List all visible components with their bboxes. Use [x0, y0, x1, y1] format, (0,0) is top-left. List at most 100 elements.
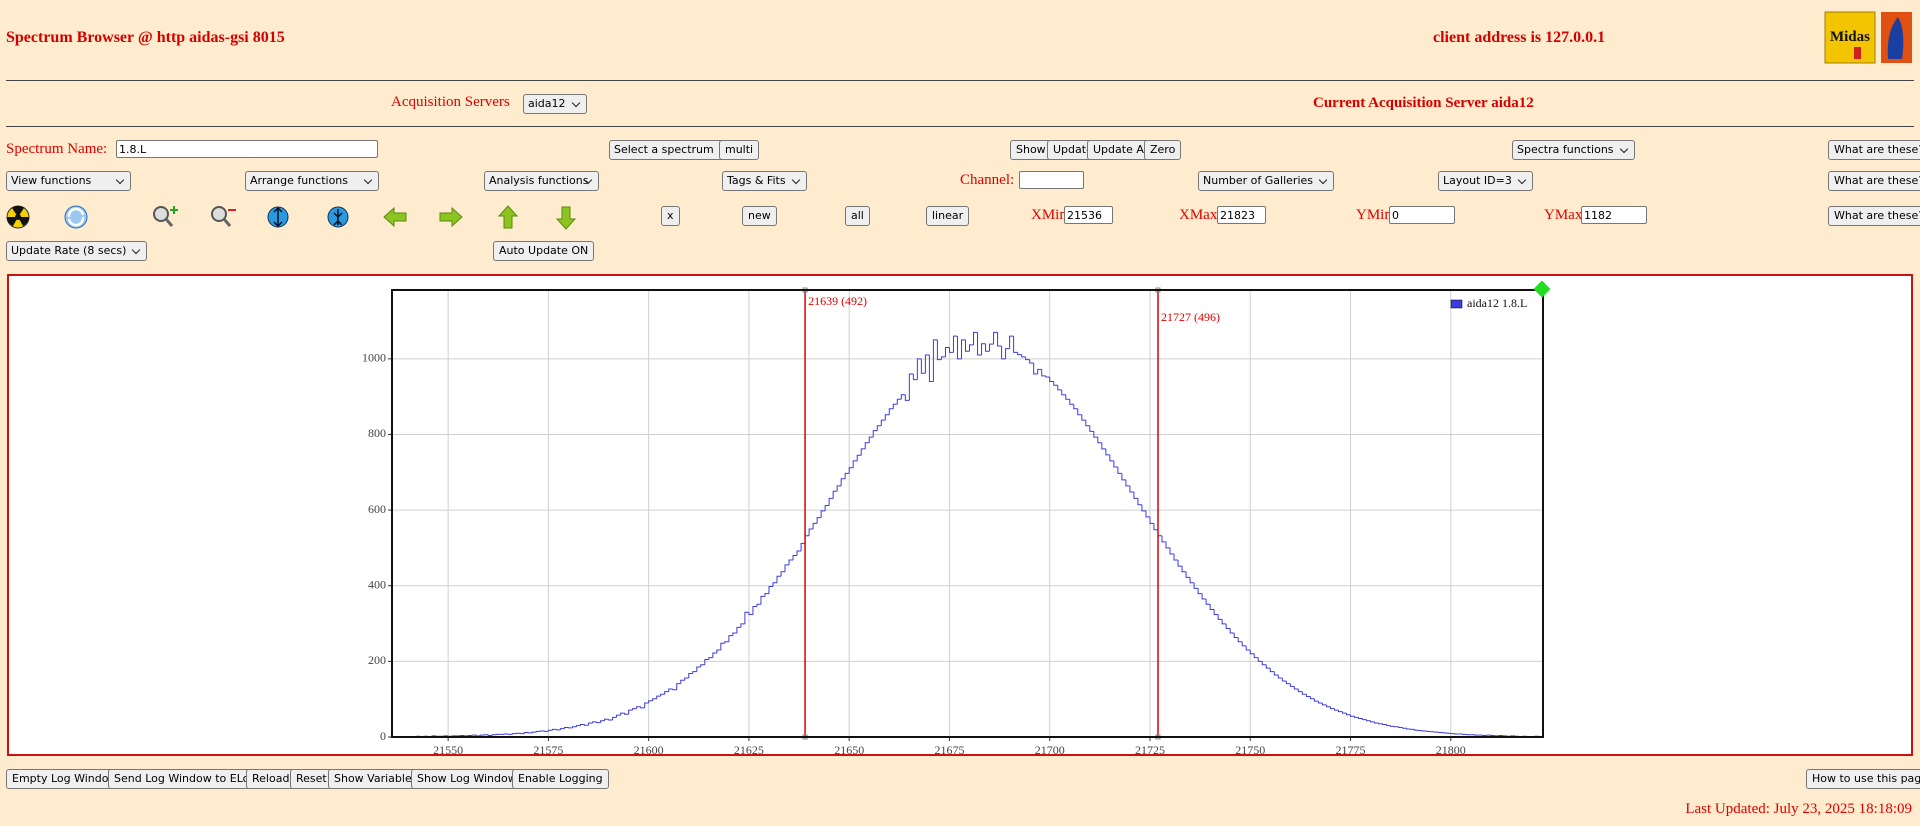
footer-button[interactable]: How to use this page [1806, 769, 1920, 789]
histogram-bin [1402, 727, 1407, 729]
x-button[interactable]: x [661, 206, 680, 226]
histogram-bin [752, 606, 757, 615]
shrink-y-icon[interactable] [327, 206, 349, 228]
logo-text: Midas [1830, 29, 1870, 45]
histogram-bin [1269, 668, 1275, 673]
footer-button[interactable]: Reset [290, 769, 333, 789]
histogram-bin [684, 677, 689, 681]
update-all-button[interactable]: Update All [1087, 140, 1156, 160]
linear-button[interactable]: linear [926, 206, 970, 226]
histogram-bin [636, 706, 641, 709]
histogram-bin [928, 355, 934, 383]
update-rate-select[interactable]: Update Rate (8 secs) [6, 241, 148, 261]
histogram-bin [1390, 725, 1395, 727]
footer-button[interactable]: Show Log Window [411, 769, 523, 789]
histogram-bin [1317, 701, 1323, 704]
histogram-bin [764, 593, 769, 597]
histogram-bin [1141, 504, 1146, 512]
zoom-in-icon[interactable] [153, 206, 178, 227]
layout-select[interactable]: Layout ID=3 [1438, 171, 1533, 191]
refresh-icon[interactable] [64, 205, 88, 229]
all-button[interactable]: all [845, 206, 870, 226]
histogram-bin [1193, 582, 1199, 589]
histogram-bin [989, 343, 994, 352]
multi-button[interactable]: multi [719, 140, 760, 160]
analysis-functions-select[interactable]: Analysis functions [484, 171, 599, 191]
left-arrow[interactable] [383, 206, 407, 228]
help-button[interactable]: What are these? [1828, 171, 1920, 191]
footer-button[interactable]: Enable Logging [512, 769, 609, 789]
histogram-bin [1209, 604, 1215, 611]
tags-fits-select[interactable]: Tags & Fits [722, 171, 807, 191]
histogram-bin [864, 442, 870, 449]
histogram-bin [1177, 560, 1183, 567]
histogram-bin [1354, 716, 1359, 718]
histogram-bin [628, 709, 633, 715]
expand-y-icon[interactable] [267, 206, 289, 228]
server-select[interactable]: aida12 [523, 94, 587, 114]
histogram-bin [1113, 460, 1118, 468]
separator [6, 126, 1914, 127]
histogram-bin [1037, 368, 1042, 374]
arrange-functions-select[interactable]: Arrange functions [245, 171, 379, 191]
marker-label: 21727 (496) [1161, 310, 1220, 324]
histogram-bin [1297, 688, 1303, 693]
auto-update-button[interactable]: Auto Update ON [493, 241, 595, 261]
ymin-input[interactable] [1389, 206, 1455, 224]
histogram-bin [1105, 448, 1110, 456]
footer-button[interactable]: Send Log Window to ELog [108, 769, 263, 789]
right-arrow[interactable] [439, 206, 463, 228]
view-functions-select[interactable]: View functions [6, 171, 131, 191]
down-arrow[interactable] [555, 206, 577, 230]
histogram-bin [632, 708, 637, 711]
xmax-input[interactable] [1217, 206, 1266, 224]
up-arrow[interactable] [497, 205, 519, 229]
new-button[interactable]: new [742, 206, 777, 226]
x-tick-label: 21575 [533, 743, 563, 756]
show-button[interactable]: Show [1010, 140, 1052, 160]
zoom-out-icon[interactable] [211, 206, 236, 227]
histogram-bin [952, 335, 958, 353]
histogram-bin [912, 373, 918, 381]
histogram-bin [1101, 442, 1106, 450]
histogram-bin [1325, 704, 1331, 708]
histogram-bin [900, 394, 906, 400]
spectrum-select[interactable]: Select a spectrum [609, 140, 735, 160]
channel-input[interactable] [1019, 171, 1084, 189]
histogram-bin [487, 734, 493, 736]
spectrum-input[interactable] [116, 140, 378, 158]
histogram-bin [832, 490, 838, 499]
histogram-bin [551, 728, 557, 731]
help-button[interactable]: What are these? [1828, 206, 1920, 226]
histogram-bin [1378, 723, 1383, 725]
help-button[interactable]: What are these? [1828, 140, 1920, 160]
footer-button[interactable]: Empty Log Window [6, 769, 124, 789]
histogram-bin [856, 454, 862, 461]
histogram-bin [672, 688, 677, 691]
histogram-bin [1370, 720, 1375, 723]
footer-button[interactable]: Show Variables [328, 769, 424, 789]
histogram-bin [820, 510, 826, 518]
histogram-bin [1097, 437, 1102, 444]
histogram-bin [860, 448, 866, 456]
update-button[interactable]: Update [1047, 140, 1099, 160]
histogram-bin [688, 672, 693, 679]
histogram-bin [600, 720, 605, 723]
footer-button[interactable]: Reload [246, 769, 296, 789]
histogram-bin [535, 730, 541, 733]
zero-button[interactable]: Zero [1144, 140, 1182, 160]
y-tick-label: 800 [368, 426, 386, 440]
xmin-input[interactable] [1064, 206, 1113, 224]
histogram-bin [692, 671, 697, 674]
ymax-input[interactable] [1581, 206, 1647, 224]
histogram-bin [960, 339, 966, 359]
galleries-select[interactable]: Number of Galleries [1198, 171, 1335, 191]
histogram-bin [652, 698, 657, 701]
y-tick-label: 200 [368, 653, 386, 667]
spectra-functions-select[interactable]: Spectra functions [1512, 140, 1635, 160]
radiation-icon[interactable] [6, 205, 30, 229]
histogram-bin [736, 626, 741, 634]
histogram-bin [964, 339, 970, 352]
histogram-bin [916, 358, 922, 380]
histogram-bin [1161, 535, 1167, 543]
